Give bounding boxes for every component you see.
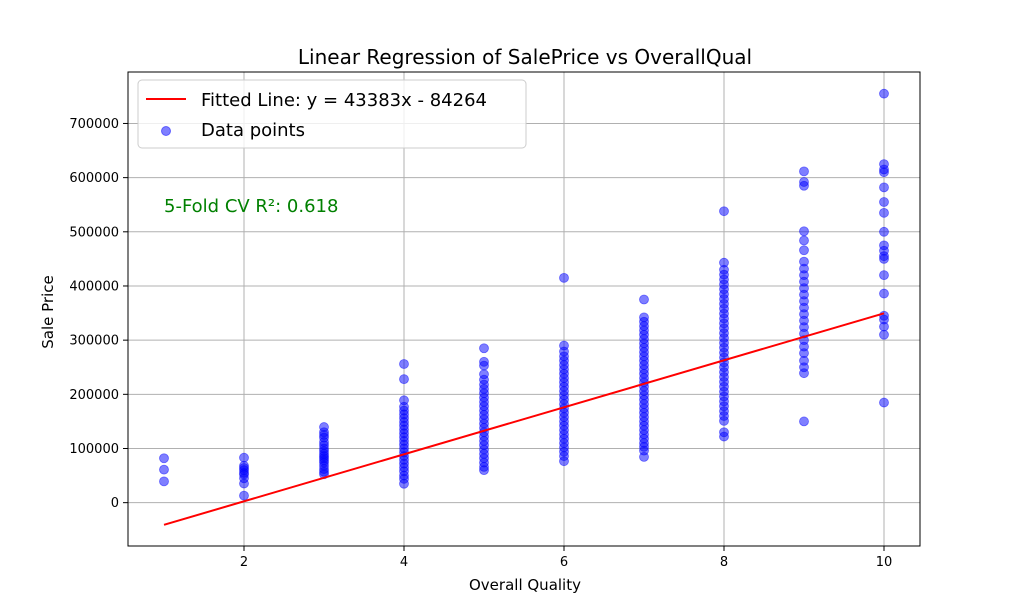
data-point [799, 235, 809, 246]
data-point [239, 490, 249, 501]
y-tick-label: 400000 [69, 279, 119, 294]
y-tick-label: 300000 [69, 334, 119, 349]
y-axis-label: Sale Price [39, 275, 57, 348]
data-point [879, 270, 889, 281]
x-tick-label: 4 [400, 555, 408, 570]
y-tick-label: 500000 [69, 225, 119, 240]
legend-box [137, 79, 527, 149]
x-tick-label: 10 [876, 555, 893, 570]
y-tick-label: 0 [111, 496, 119, 511]
data-point [399, 478, 409, 489]
y-tick-label: 600000 [69, 171, 119, 186]
x-tick-label: 2 [240, 555, 248, 570]
data-point [879, 197, 889, 207]
data-point [719, 431, 729, 442]
data-point [879, 226, 889, 237]
data-point [479, 343, 489, 354]
legend-data-points-label: Data points [201, 120, 305, 141]
data-point [799, 226, 809, 237]
data-point [799, 180, 809, 191]
axis-ticks: 2 4 6 8 10 0 100000 200000 300000 400000 500000 600… [69, 117, 892, 570]
data-points-layer [159, 88, 889, 501]
data-point [879, 207, 889, 218]
data-point [879, 321, 889, 332]
plot-area: 2 4 6 8 10 0 100000 200000 300000 400000 500000 600… [69, 71, 921, 570]
data-point [479, 465, 489, 476]
x-axis-label: Overall Quality [469, 576, 581, 594]
data-point [159, 464, 169, 475]
x-tick-label: 6 [560, 555, 568, 570]
data-point [879, 88, 889, 99]
data-point [799, 416, 809, 427]
data-point [879, 167, 889, 178]
data-point [799, 368, 809, 379]
data-point [239, 478, 249, 489]
data-point [799, 166, 809, 177]
y-tick-label: 100000 [69, 442, 119, 457]
data-point [639, 451, 649, 462]
chart-title: Linear Regression of SalePrice vs Overal… [298, 45, 752, 69]
legend: Fitted Line: y = 43383x - 84264 Data poi… [137, 79, 527, 149]
data-point [559, 456, 569, 467]
data-point [399, 359, 409, 369]
legend-fitted-line-label: Fitted Line: y = 43383x - 84264 [201, 90, 487, 111]
data-point [239, 452, 249, 463]
data-point [879, 182, 889, 193]
data-point [479, 360, 489, 371]
data-point [159, 453, 169, 464]
data-point [799, 245, 809, 256]
data-point [879, 253, 889, 264]
data-point [159, 476, 169, 487]
y-tick-label: 200000 [69, 388, 119, 403]
data-point [879, 397, 889, 408]
fitted-line-layer [163, 312, 885, 526]
grid-lines [128, 72, 920, 546]
data-point [399, 374, 409, 385]
y-tick-label: 700000 [69, 117, 119, 132]
data-point [639, 294, 649, 305]
fitted-line [163, 312, 885, 526]
x-tick-label: 8 [720, 555, 728, 570]
data-point [559, 272, 569, 283]
cv-r2-annotation: 5-Fold CV R²: 0.618 [164, 196, 338, 217]
data-point [719, 415, 729, 426]
axes-frame [127, 71, 921, 547]
data-point [879, 288, 889, 299]
data-point [879, 329, 889, 340]
legend-point-swatch [161, 126, 171, 136]
data-point [719, 206, 729, 217]
